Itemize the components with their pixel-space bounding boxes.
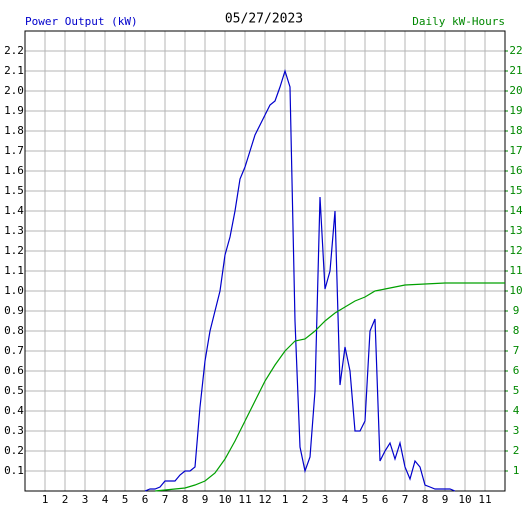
x-tick-label: 3 — [82, 493, 89, 506]
chart-title: 05/27/2023 — [225, 12, 303, 27]
x-tick-label: 9 — [442, 493, 449, 506]
y2-tick-label: 3 — [513, 424, 520, 437]
y-tick-label: 0.8 — [4, 324, 24, 337]
y2-tick-label: 18 — [509, 124, 522, 137]
x-tick-label: 10 — [458, 493, 471, 506]
y2-tick-label: 5 — [513, 384, 520, 397]
y-tick-label: 1.8 — [4, 124, 24, 137]
data-line — [154, 282, 505, 492]
y2-tick-label: 9 — [513, 304, 520, 317]
y2-axis-label: Daily kW-Hours — [412, 15, 505, 28]
x-tick-label: 1 — [282, 493, 289, 506]
x-tick-label: 1 — [42, 493, 49, 506]
y2-tick-label: 10 — [509, 284, 522, 297]
y-tick-label: 0.9 — [4, 304, 24, 317]
y-tick-label: 0.5 — [4, 384, 24, 397]
x-tick-label: 6 — [382, 493, 389, 506]
x-tick-label: 4 — [102, 493, 109, 506]
y2-tick-label: 11 — [509, 264, 522, 277]
y-tick-label: 1.3 — [4, 224, 24, 237]
y-tick-label: 0.3 — [4, 424, 24, 437]
y2-tick-label: 7 — [513, 344, 520, 357]
y-tick-label: 1.9 — [4, 104, 24, 117]
y2-tick-label: 22 — [509, 44, 522, 57]
y2-tick-label: 16 — [509, 164, 522, 177]
x-tick-label: 9 — [202, 493, 209, 506]
y2-tick-label: 2 — [513, 444, 520, 457]
y2-tick-label: 21 — [509, 64, 522, 77]
y-tick-label: 2.1 — [4, 64, 24, 77]
x-tick-label: 8 — [422, 493, 429, 506]
x-tick-label: 2 — [302, 493, 309, 506]
x-tick-label: 7 — [402, 493, 409, 506]
data-line — [144, 68, 456, 492]
x-tick-label: 5 — [362, 493, 369, 506]
x-tick-label: 11 — [238, 493, 251, 506]
y-tick-label: 0.6 — [4, 364, 24, 377]
y2-tick-label: 8 — [513, 324, 520, 337]
y-tick-label: 0.1 — [4, 464, 24, 477]
x-tick-label: 4 — [342, 493, 349, 506]
y2-tick-label: 20 — [509, 84, 522, 97]
y-tick-label: 2.2 — [4, 44, 24, 57]
y2-tick-label: 4 — [513, 404, 520, 417]
x-tick-label: 12 — [258, 493, 271, 506]
y-axis-label: Power Output (kW) — [25, 15, 138, 28]
y2-tick-label: 14 — [509, 204, 523, 217]
y-tick-label: 1.1 — [4, 264, 24, 277]
y-tick-label: 1.2 — [4, 244, 24, 257]
y2-tick-label: 1 — [513, 464, 520, 477]
y2-tick-label: 15 — [509, 184, 522, 197]
x-tick-label: 11 — [478, 493, 491, 506]
y-tick-label: 1.0 — [4, 284, 24, 297]
x-tick-label: 5 — [122, 493, 129, 506]
x-tick-label: 8 — [182, 493, 189, 506]
x-tick-label: 6 — [142, 493, 149, 506]
y-tick-label: 1.6 — [4, 164, 24, 177]
y2-tick-label: 17 — [509, 144, 522, 157]
x-tick-label: 10 — [218, 493, 231, 506]
y-tick-label: 0.2 — [4, 444, 24, 457]
y-tick-label: 1.5 — [4, 184, 24, 197]
x-tick-label: 3 — [322, 493, 329, 506]
y2-tick-label: 19 — [509, 104, 522, 117]
x-tick-label: 7 — [162, 493, 169, 506]
y-tick-label: 0.7 — [4, 344, 24, 357]
y-tick-label: 2.0 — [4, 84, 24, 97]
x-tick-label: 2 — [62, 493, 69, 506]
y-tick-label: 1.7 — [4, 144, 24, 157]
plot-frame — [24, 30, 506, 492]
y2-tick-label: 6 — [513, 364, 520, 377]
y-tick-label: 1.4 — [4, 204, 24, 217]
y-tick-label: 0.4 — [4, 404, 24, 417]
y2-tick-label: 13 — [509, 224, 522, 237]
y2-tick-label: 12 — [509, 244, 522, 257]
